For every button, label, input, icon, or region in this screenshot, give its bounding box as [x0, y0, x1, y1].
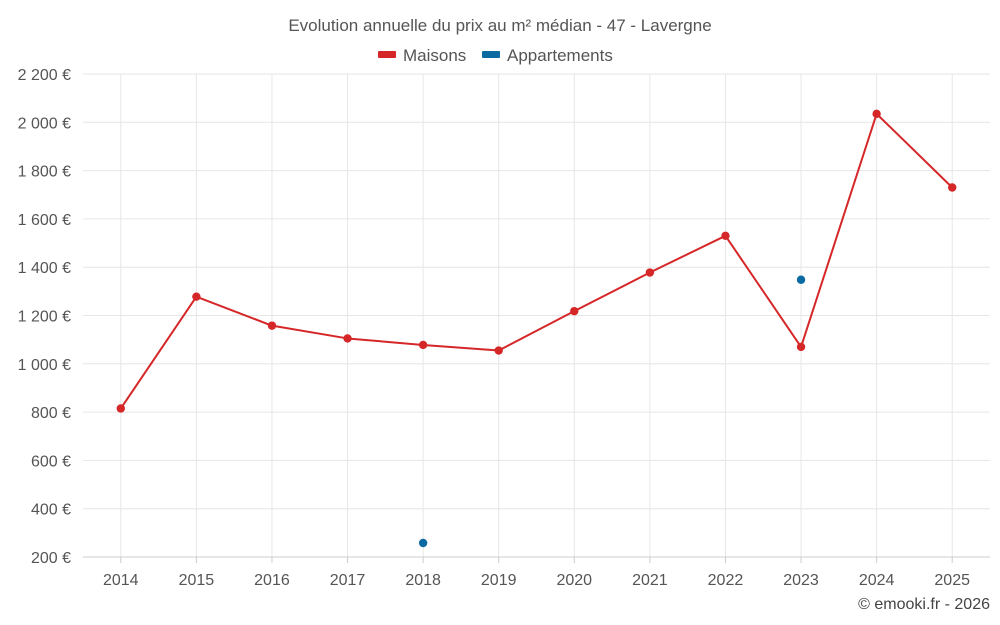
- data-point-maisons-2024[interactable]: [872, 109, 881, 119]
- x-tick-label: 2015: [179, 572, 215, 589]
- grid: [83, 73, 990, 557]
- data-point-maisons-2023[interactable]: [796, 342, 806, 352]
- y-tick-label: 1 000 €: [18, 357, 71, 374]
- y-axis-tick-labels: 200 € 400 € 600 € 800 € 1 000 € 1 200 € 1 400 …: [18, 67, 71, 567]
- series-appartements: [418, 275, 806, 548]
- legend-label-appartements: Appartements: [507, 46, 613, 65]
- x-tick-label: 2014: [103, 572, 139, 589]
- data-point-maisons-2015[interactable]: [192, 292, 201, 301]
- series: [116, 109, 957, 548]
- y-tick-label: 1 200 €: [18, 309, 71, 326]
- credit-text: © emooki.fr - 2026: [858, 596, 990, 613]
- legend-swatch-maisons: [378, 51, 396, 58]
- legend-swatch-appartements: [482, 51, 500, 58]
- x-tick-label: 2020: [556, 572, 592, 589]
- x-tick-label: 2018: [405, 572, 441, 589]
- x-tick-label: 2025: [934, 572, 970, 589]
- data-point-maisons-2016[interactable]: [267, 321, 277, 330]
- legend: Maisons Appartements: [378, 46, 613, 65]
- x-tick-label: 2016: [254, 572, 290, 589]
- legend-item-appartements[interactable]: Appartements: [482, 46, 613, 65]
- data-point-maisons-2021[interactable]: [645, 268, 655, 277]
- y-tick-label: 600 €: [31, 453, 71, 470]
- data-point-maisons-2022[interactable]: [721, 231, 730, 241]
- y-tick-label: 200 €: [31, 550, 71, 567]
- y-tick-label: 1 800 €: [18, 164, 71, 181]
- x-tick-label: 2019: [481, 572, 517, 589]
- x-axis-tick-labels: 2014 2015 2016 2017 2018 2019 2020 2021 2022 2023…: [103, 557, 970, 589]
- x-tick-label: 2023: [783, 572, 819, 589]
- x-tick-label: 2017: [330, 572, 366, 589]
- data-point-maisons-2018[interactable]: [418, 340, 428, 350]
- y-tick-label: 2 000 €: [18, 115, 71, 132]
- y-tick-label: 1 600 €: [18, 212, 71, 229]
- legend-item-maisons[interactable]: Maisons: [378, 46, 466, 65]
- data-point-appartements-2023[interactable]: [796, 275, 806, 284]
- data-point-maisons-2017[interactable]: [343, 334, 352, 343]
- x-tick-label: 2024: [859, 572, 895, 589]
- y-tick-label: 2 200 €: [18, 67, 71, 84]
- legend-label-maisons: Maisons: [403, 46, 466, 65]
- data-point-maisons-2014[interactable]: [116, 404, 125, 413]
- series-maisons: [116, 109, 957, 413]
- data-point-maisons-2020[interactable]: [570, 306, 579, 316]
- data-point-maisons-2025[interactable]: [948, 183, 957, 192]
- data-point-appartements-2018[interactable]: [418, 538, 428, 548]
- x-tick-label: 2022: [708, 572, 744, 589]
- chart-title: Evolution annuelle du prix au m² médian …: [288, 16, 711, 35]
- y-tick-label: 800 €: [31, 405, 71, 422]
- series-line-maisons: [119, 112, 953, 410]
- y-tick-label: 400 €: [31, 502, 71, 519]
- y-tick-label: 1 400 €: [18, 260, 71, 277]
- data-point-maisons-2019[interactable]: [494, 346, 503, 355]
- x-tick-label: 2021: [632, 572, 668, 589]
